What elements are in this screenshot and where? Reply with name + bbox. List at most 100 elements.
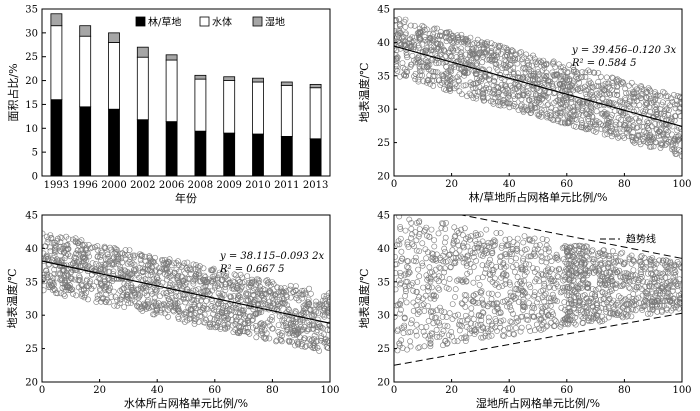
scatter-point: [527, 284, 534, 291]
scatter-point: [191, 320, 198, 327]
y-tick-label: 30: [25, 311, 38, 322]
scatter-point: [42, 278, 48, 285]
scatter-point: [193, 262, 199, 268]
scatter-point: [63, 272, 70, 279]
scatter-point: [562, 284, 569, 291]
scatter-point: [572, 294, 579, 301]
scatter-point: [671, 117, 678, 124]
scatter-point: [278, 330, 285, 336]
scatter-point: [230, 286, 237, 293]
scatter-point: [551, 322, 558, 329]
scatter-point: [567, 260, 574, 267]
scatter-point: [645, 133, 652, 140]
scatter-point: [515, 290, 522, 297]
scatter-point: [44, 239, 51, 246]
scatter-point: [262, 335, 269, 342]
scatter-point: [85, 296, 91, 303]
scatter-point: [71, 276, 78, 283]
scatter-point: [63, 267, 70, 273]
scatter-point: [275, 322, 282, 328]
scatter-point: [188, 266, 195, 273]
scatter-point: [507, 289, 514, 296]
scatter-point: [448, 333, 455, 340]
scatter-point: [674, 258, 681, 265]
scatter-point: [153, 307, 160, 314]
scatter-point: [424, 60, 431, 67]
scatter-point: [489, 249, 496, 256]
scatter-point: [637, 141, 644, 148]
scatter-point: [486, 89, 493, 95]
scatter-point: [117, 250, 124, 257]
scatter-point: [115, 255, 122, 262]
scatter-point: [250, 291, 256, 298]
scatter-point: [628, 313, 635, 320]
scatter-point: [465, 69, 472, 76]
scatter-point: [629, 117, 635, 124]
scatter-point: [438, 79, 445, 86]
scatter-point: [221, 292, 228, 298]
scatter-point: [589, 265, 595, 272]
scatter-point: [302, 335, 308, 342]
scatter-point: [566, 296, 573, 303]
scatter-point: [505, 100, 512, 107]
scatter-point: [139, 265, 146, 272]
scatter-point: [599, 82, 606, 89]
scatter-point: [674, 127, 681, 134]
scatter-point: [551, 323, 557, 330]
scatter-point: [667, 298, 673, 305]
scatter-point: [644, 310, 651, 317]
scatter-point: [210, 320, 217, 327]
scatter-point: [568, 275, 575, 282]
scatter-point: [608, 100, 615, 107]
scatter-point: [72, 238, 79, 245]
scatter-point: [224, 321, 231, 327]
scatter-point: [525, 324, 532, 330]
scatter-point: [582, 313, 589, 320]
scatter-point: [501, 264, 508, 271]
scatter-point: [529, 107, 535, 114]
scatter-point: [300, 337, 307, 343]
scatter-point: [613, 77, 620, 83]
scatter-point: [520, 239, 527, 246]
x-tick-label: 100: [672, 179, 691, 190]
scatter-point: [296, 334, 303, 340]
scatter-point: [150, 258, 157, 265]
scatter-point: [655, 282, 662, 289]
scatter-point: [674, 136, 681, 143]
scatter-point: [674, 302, 681, 309]
scatter-point: [500, 261, 507, 268]
scatter-point: [93, 261, 99, 267]
scatter-point: [564, 68, 571, 75]
scatter-point: [665, 128, 671, 135]
scatter-point: [170, 308, 177, 315]
scatter-point: [570, 287, 576, 293]
scatter-point: [555, 266, 562, 273]
scatter-point: [257, 290, 263, 297]
scatter-point: [258, 325, 265, 332]
scatter-point: [619, 282, 626, 289]
scatter-point: [461, 39, 468, 46]
scatter-point: [258, 309, 265, 315]
y-axis-label: 地表温度/℃: [5, 268, 19, 328]
scatter-point: [273, 307, 280, 313]
scatter-point: [665, 286, 671, 293]
scatter-point: [662, 142, 669, 148]
scatter-point: [449, 316, 456, 322]
scatter-point: [403, 288, 409, 295]
scatter-point: [515, 89, 522, 96]
scatter-point: [606, 252, 613, 259]
scatter-point: [677, 295, 682, 301]
scatter-point: [464, 243, 471, 250]
scatter-point: [431, 72, 438, 79]
x-tick-label: 2009: [216, 180, 241, 191]
scatter-point: [173, 260, 180, 266]
scatter-point: [539, 305, 546, 312]
scatter-point: [212, 282, 219, 289]
scatter-point: [672, 136, 679, 143]
scatter-point: [215, 300, 222, 306]
scatter-point: [416, 37, 423, 43]
scatter-point: [292, 283, 299, 289]
scatter-point: [550, 72, 557, 78]
scatter-point: [510, 87, 517, 93]
scatter-point: [305, 318, 312, 325]
